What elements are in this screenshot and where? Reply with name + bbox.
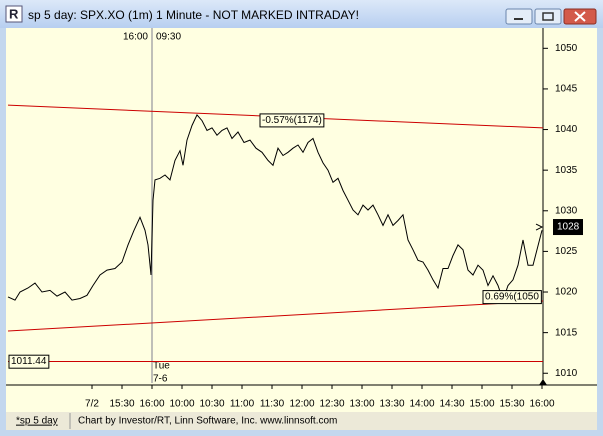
y-tick-label: 1035 (555, 165, 578, 176)
minimize-button[interactable] (505, 8, 533, 25)
last-price-arrow (535, 223, 544, 231)
trend-label-box (259, 113, 325, 128)
x-tick-label: 16:00 (139, 399, 164, 410)
price-line (7, 113, 543, 302)
level-label: 1011.44 (11, 356, 47, 367)
maximize-button[interactable] (534, 8, 562, 25)
status-bar (6, 412, 597, 430)
y-tick-label: 1045 (555, 84, 578, 95)
x-tick-label: 10:00 (169, 399, 194, 410)
y-tick-label: 1030 (555, 205, 578, 216)
app-icon (5, 5, 23, 23)
close-glyph (574, 11, 586, 22)
window-title: sp 5 day: SPX.XO (1m) 1 Minute - NOT MAR… (28, 8, 359, 22)
app-icon-letter: R (9, 6, 19, 21)
trend-label: -0.57%(1174) (262, 115, 322, 126)
session-day-label: Tue (153, 361, 170, 372)
last-price-tag (553, 219, 583, 236)
last-price-label: 1028 (557, 222, 580, 233)
y-tick-label: 1040 (555, 124, 578, 135)
y-tick-label: 1020 (555, 287, 578, 298)
chart-panel (6, 28, 597, 412)
plot: 1010 1015 1020 1025 1030 1035 1040 1045 1050 7/2 1… (7, 28, 583, 410)
y-tick-label: 1010 (555, 368, 578, 379)
y-tick-label: 1050 (555, 43, 578, 54)
x-tick-label: 15:30 (109, 399, 134, 410)
session-date-label: 7-6 (153, 374, 168, 385)
x-tick-label: 14:00 (409, 399, 434, 410)
x-tick-label: 7/2 (85, 399, 99, 410)
x-tick-label: 15:00 (469, 399, 494, 410)
session-close-label: 16:00 (123, 32, 148, 43)
x-tick-label: 15:30 (499, 399, 524, 410)
title-bar (0, 0, 603, 28)
y-tick-label: 1025 (555, 246, 578, 257)
x-tick-label: 12:00 (289, 399, 314, 410)
x-tick-label: 14:30 (439, 399, 464, 410)
trend-label: 0.69%(1050 (485, 292, 539, 303)
x-tick-label: 10:30 (199, 399, 224, 410)
x-tick-label: 11:00 (230, 399, 255, 410)
session-open-label: 09:30 (156, 32, 181, 43)
y-tick-label: 1015 (555, 327, 578, 338)
x-tick-label: 16:00 (529, 399, 554, 410)
maximize-glyph (542, 12, 554, 21)
trend-line (7, 300, 544, 332)
axis-end-marker (539, 379, 547, 385)
status-text: Chart by Investor/RT, Linn Software, Inc… (78, 416, 337, 427)
chart-tab[interactable]: *sp 5 day (16, 416, 58, 427)
x-tick-label: 13:00 (349, 399, 374, 410)
x-tick-label: 12:30 (319, 399, 344, 410)
x-tick-label: 13:30 (379, 399, 404, 410)
trend-label-box (482, 290, 542, 305)
x-tick-label: 11:30 (260, 399, 285, 410)
level-label-box (8, 354, 50, 369)
